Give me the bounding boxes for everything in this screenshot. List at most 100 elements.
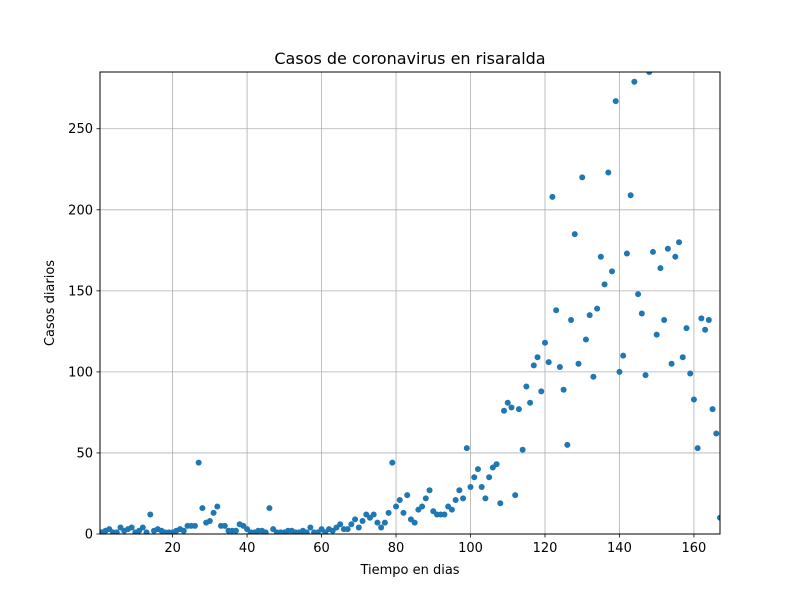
data-point xyxy=(541,339,548,346)
data-point xyxy=(523,383,530,390)
data-point xyxy=(370,511,377,518)
data-point xyxy=(702,326,709,333)
data-point xyxy=(359,518,366,525)
data-point xyxy=(609,268,616,275)
data-point xyxy=(497,500,504,507)
data-point xyxy=(199,505,206,512)
data-point xyxy=(679,354,686,361)
x-tick-label: 80 xyxy=(388,541,405,556)
data-point xyxy=(579,174,586,181)
data-point xyxy=(482,495,489,502)
y-axis-label: Casos diarios xyxy=(43,260,58,346)
data-point xyxy=(352,516,359,523)
data-point xyxy=(512,492,519,499)
data-point xyxy=(139,524,146,531)
data-point xyxy=(553,307,560,314)
data-point xyxy=(605,169,612,176)
data-point xyxy=(642,372,649,379)
grid-lines xyxy=(100,72,720,535)
data-point xyxy=(560,386,567,393)
y-tick-label: 100 xyxy=(68,365,93,380)
data-point xyxy=(180,527,187,534)
data-point xyxy=(534,354,541,361)
data-point xyxy=(545,359,552,366)
data-point xyxy=(232,527,239,534)
data-point xyxy=(623,250,630,257)
data-point xyxy=(515,406,522,413)
y-tick-label: 0 xyxy=(85,528,93,543)
data-point xyxy=(214,503,221,510)
data-point xyxy=(698,315,705,322)
data-point xyxy=(705,317,712,324)
data-point xyxy=(307,524,314,531)
y-tick-label: 150 xyxy=(68,284,93,299)
data-point xyxy=(337,521,344,528)
x-tick-label: 40 xyxy=(239,541,256,556)
data-point xyxy=(452,496,459,503)
data-point xyxy=(582,336,589,343)
data-point xyxy=(616,368,623,375)
x-tick-label: 100 xyxy=(458,541,483,556)
data-point xyxy=(508,404,515,411)
data-point xyxy=(460,495,467,502)
x-tick-label: 60 xyxy=(313,541,330,556)
data-point xyxy=(676,239,683,246)
data-point xyxy=(638,310,645,317)
data-point xyxy=(486,474,493,481)
data-point xyxy=(463,445,470,452)
data-point xyxy=(113,529,120,534)
data-point xyxy=(501,407,508,414)
x-tick-label: 120 xyxy=(533,541,558,556)
data-point xyxy=(396,496,403,503)
data-point xyxy=(620,352,627,359)
data-point xyxy=(381,519,388,526)
data-point xyxy=(646,72,653,75)
x-tick-label: 160 xyxy=(682,541,707,556)
data-point xyxy=(303,529,310,534)
y-tick-label: 200 xyxy=(68,203,93,218)
data-point xyxy=(266,505,273,512)
data-point xyxy=(556,364,563,371)
y-tick-label: 250 xyxy=(68,122,93,137)
y-axis-ticks: 0 50 100 150 200 250 xyxy=(68,122,100,543)
data-point xyxy=(478,483,485,490)
data-point xyxy=(668,360,675,367)
data-point xyxy=(519,446,526,453)
data-point xyxy=(530,362,537,369)
data-point xyxy=(419,503,426,510)
data-point xyxy=(389,459,396,466)
x-tick-label: 20 xyxy=(164,541,181,556)
data-point xyxy=(694,445,701,452)
data-point xyxy=(210,509,217,516)
data-point xyxy=(594,305,601,312)
data-point xyxy=(601,281,608,288)
data-point xyxy=(344,526,351,533)
data-point xyxy=(404,492,411,499)
data-point xyxy=(422,495,429,502)
data-point xyxy=(568,317,575,324)
data-point xyxy=(657,265,664,272)
data-point xyxy=(672,253,679,260)
data-point xyxy=(467,483,474,490)
chart-title: Casos de coronavirus en risaralda xyxy=(274,49,545,68)
scatter-points xyxy=(100,72,720,534)
data-point xyxy=(575,360,582,367)
data-point xyxy=(586,312,593,319)
data-point xyxy=(597,253,604,260)
data-point xyxy=(653,331,660,338)
data-point xyxy=(206,518,213,525)
data-point xyxy=(627,192,634,199)
x-tick-label: 140 xyxy=(607,541,632,556)
data-point xyxy=(195,459,202,466)
plot-frame xyxy=(99,71,721,535)
data-point xyxy=(612,98,619,105)
data-point xyxy=(355,524,362,531)
data-point xyxy=(374,519,381,526)
data-point xyxy=(348,521,355,528)
data-point xyxy=(493,461,500,468)
y-tick-label: 50 xyxy=(76,446,93,461)
data-point xyxy=(571,231,578,238)
data-point xyxy=(128,524,135,531)
